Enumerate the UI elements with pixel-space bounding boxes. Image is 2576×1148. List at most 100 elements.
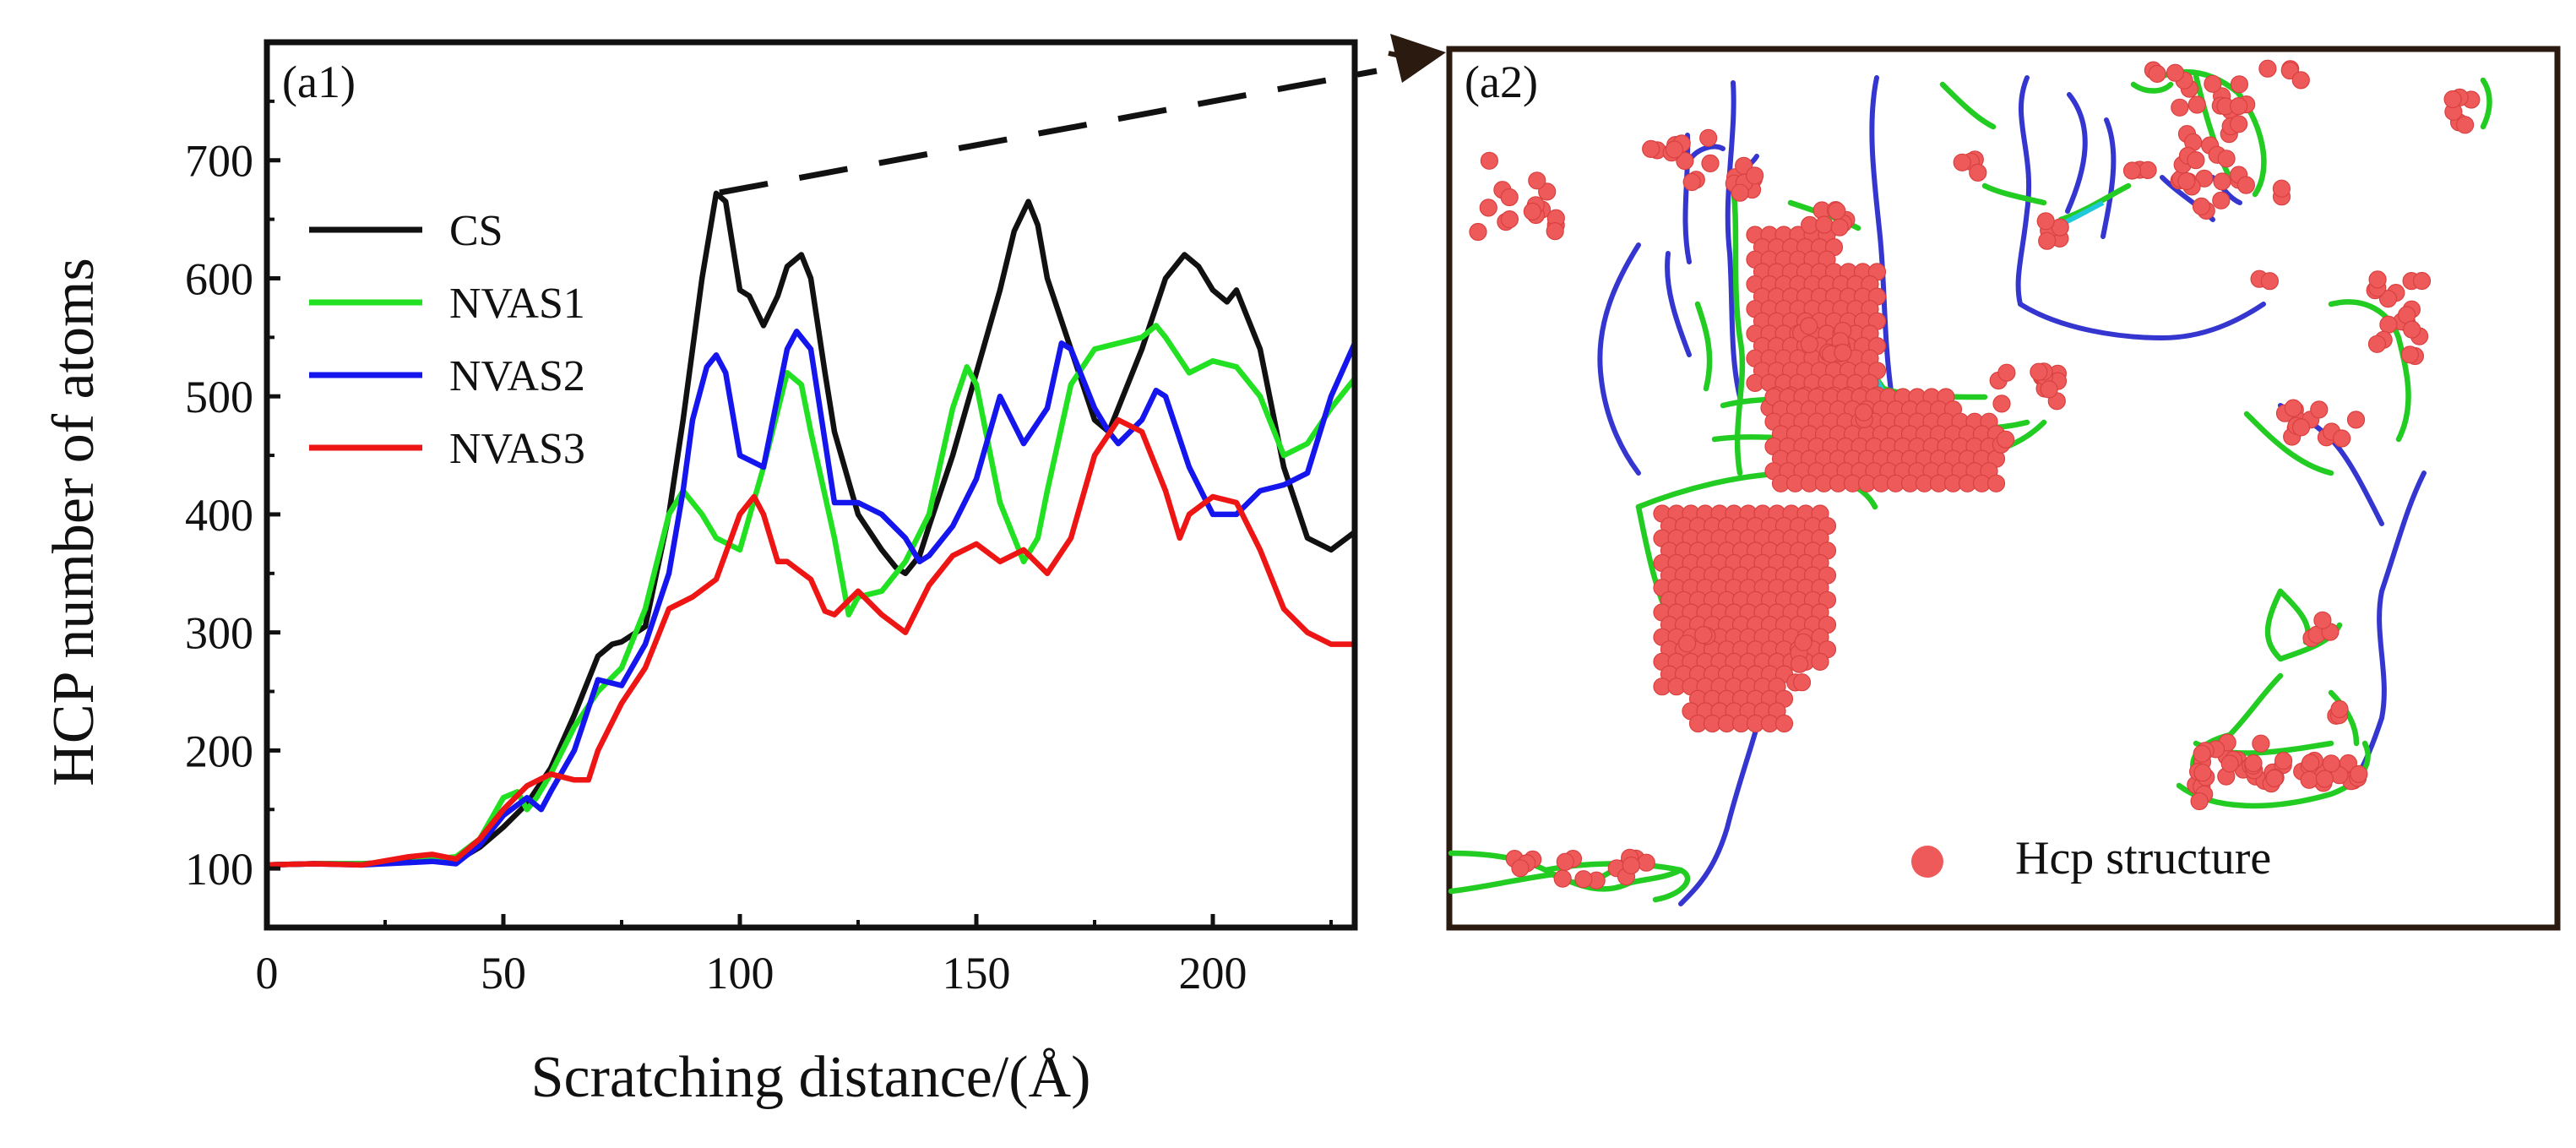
series-line-nvas1 — [264, 323, 1358, 868]
dislocation-line — [2328, 299, 2411, 443]
hcp-atom — [1986, 474, 2006, 492]
hcp-atom — [2400, 345, 2419, 364]
dislocation-line — [2480, 77, 2492, 130]
hcp-atom — [1699, 128, 1718, 147]
hcp-atom — [2291, 418, 2311, 437]
hcp-atom — [2291, 71, 2310, 90]
hcp-atom — [2217, 150, 2236, 168]
dislocation-line — [2100, 117, 2117, 239]
hcp-atom — [1811, 652, 1829, 672]
hcp-atom — [2272, 179, 2291, 198]
hcp-atom — [2333, 429, 2351, 448]
dislocation-line — [2328, 689, 2360, 747]
dislocation-line — [1939, 81, 1997, 130]
hcp-atom — [2190, 792, 2209, 811]
hcp-atom — [2213, 172, 2231, 191]
hcp-atom — [1969, 163, 1987, 182]
dislocation-line — [2354, 471, 2427, 780]
hcp-atom — [2030, 362, 2048, 381]
hcp-atom — [1800, 317, 1818, 335]
dislocation-line — [1665, 251, 1692, 357]
hcp-atom — [1642, 139, 1660, 158]
hcp-atom — [2252, 734, 2270, 753]
hcp-atom — [2187, 95, 2206, 114]
hcp-atom — [1834, 343, 1852, 362]
x-axis-title: Scratching distance/(Å) — [531, 1045, 1091, 1110]
hcp-atom — [1500, 188, 1519, 207]
dislocation-line — [1694, 301, 1713, 392]
y-tick-label: 600 — [185, 253, 253, 304]
hcp-atom — [1676, 151, 1694, 171]
hcp-atom — [2193, 744, 2211, 763]
hcp-atom — [2193, 764, 2212, 782]
hcp-atom — [2274, 751, 2293, 770]
hcp-atom — [2322, 754, 2340, 773]
hcp-atom — [2302, 754, 2320, 772]
series-line-cs — [264, 190, 1358, 868]
hcp-atom — [2148, 64, 2166, 84]
hcp-atom — [2367, 335, 2387, 353]
hcp-atom — [1528, 171, 1546, 190]
hcp-atom — [2122, 161, 2142, 180]
plot-frame — [264, 39, 1358, 931]
hcp-legend-label: Hcp structure — [2015, 832, 2271, 884]
hcp-atom — [2244, 754, 2263, 773]
hcp-atom — [1523, 202, 1542, 220]
hcp-atom — [1556, 852, 1574, 871]
hcp-atom — [2412, 271, 2432, 291]
hcp-atom — [2036, 212, 2055, 231]
hcp-atom — [1469, 222, 1487, 242]
hcp-atom — [1791, 655, 1809, 673]
hcp-atom — [2171, 98, 2189, 117]
hcp-atom — [2166, 63, 2185, 82]
x-tick-label: 100 — [706, 948, 774, 998]
hcp-atom — [1828, 202, 1846, 220]
dislocation-line — [1597, 242, 1641, 476]
hcp-atom — [1546, 222, 1564, 241]
dislocation-line — [1542, 861, 1691, 903]
hcp-atom — [2220, 754, 2239, 773]
dislocation-line — [1869, 75, 1894, 400]
x-tick-label: 150 — [943, 948, 1011, 998]
dislocation-line — [2018, 302, 2266, 341]
hcp-atom — [2230, 75, 2248, 94]
hcp-atom — [2346, 411, 2366, 429]
series-line-nvas3 — [264, 416, 1358, 868]
hcp-atom — [1792, 673, 1812, 692]
zoom-arrow-icon — [1388, 34, 1446, 83]
hcp-atom — [2456, 116, 2475, 134]
dislocation-line — [1725, 80, 1742, 400]
series-layer — [264, 190, 1358, 868]
atomic-structure-panel: (a2) Hcp structure — [1446, 46, 2561, 931]
hcp-atom — [2230, 96, 2248, 116]
y-tick-label: 100 — [185, 844, 253, 895]
y-tick-label: 500 — [185, 372, 253, 422]
hcp-atom — [1855, 403, 1873, 422]
x-tick-label: 200 — [1179, 948, 1247, 998]
zoom-connector-line — [719, 68, 1378, 196]
hcp-atom — [1701, 154, 1720, 172]
hcp-atom — [1794, 633, 1812, 651]
hcp-atom — [2330, 699, 2349, 719]
hcp-atom — [2204, 74, 2222, 93]
hcp-atom — [1953, 153, 1971, 171]
hcp-atom — [1746, 166, 1764, 185]
y-axis: 100 200 300 400 500 600 700 — [185, 99, 280, 895]
hcp-atom — [1480, 151, 1499, 170]
hcp-atom — [2368, 270, 2387, 289]
hcp-atom-clusters — [1469, 59, 2481, 890]
hcp-atom — [1538, 182, 1557, 201]
y-axis-title: HCP number of atoms — [41, 258, 106, 786]
hcp-atom — [2192, 197, 2211, 215]
y-tick-label: 700 — [185, 136, 253, 187]
hcp-atom — [1665, 140, 1684, 159]
panel-label-a1: (a1) — [282, 57, 356, 107]
hcp-atom — [2260, 272, 2279, 291]
hcp-atom — [2258, 59, 2277, 78]
hcp-atom — [1694, 625, 1713, 645]
hcp-atom — [2040, 380, 2058, 399]
hcp-atom — [1997, 430, 2015, 449]
y-tick-label: 400 — [185, 490, 253, 541]
legend-label-nvas2: NVAS2 — [449, 352, 585, 400]
